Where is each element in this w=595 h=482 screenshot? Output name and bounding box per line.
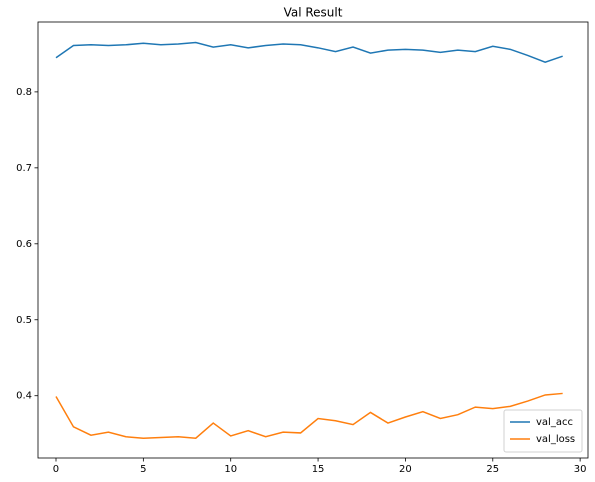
- x-tick-label: 20: [399, 464, 412, 475]
- chart-title: Val Result: [284, 6, 343, 20]
- y-tick-label: 0.4: [16, 391, 32, 402]
- x-tick-label: 0: [53, 464, 59, 475]
- y-tick-label: 0.7: [16, 163, 32, 174]
- y-tick-label: 0.5: [16, 315, 32, 326]
- legend-box: [503, 409, 583, 453]
- legend-label: val_loss: [536, 434, 575, 445]
- x-tick-label: 5: [140, 464, 146, 475]
- data-line: [55, 41, 563, 64]
- x-tick-label: 30: [574, 464, 587, 475]
- y-tick-label: 0.8: [16, 87, 32, 98]
- data-line: [55, 392, 563, 440]
- y-tick-label: 0.6: [16, 239, 32, 250]
- x-tick-label: 10: [224, 464, 237, 475]
- x-tick-label: 15: [312, 464, 325, 475]
- x-tick-label: 25: [486, 464, 499, 475]
- plot-frame: [37, 21, 589, 459]
- legend-label: val_acc: [536, 417, 573, 428]
